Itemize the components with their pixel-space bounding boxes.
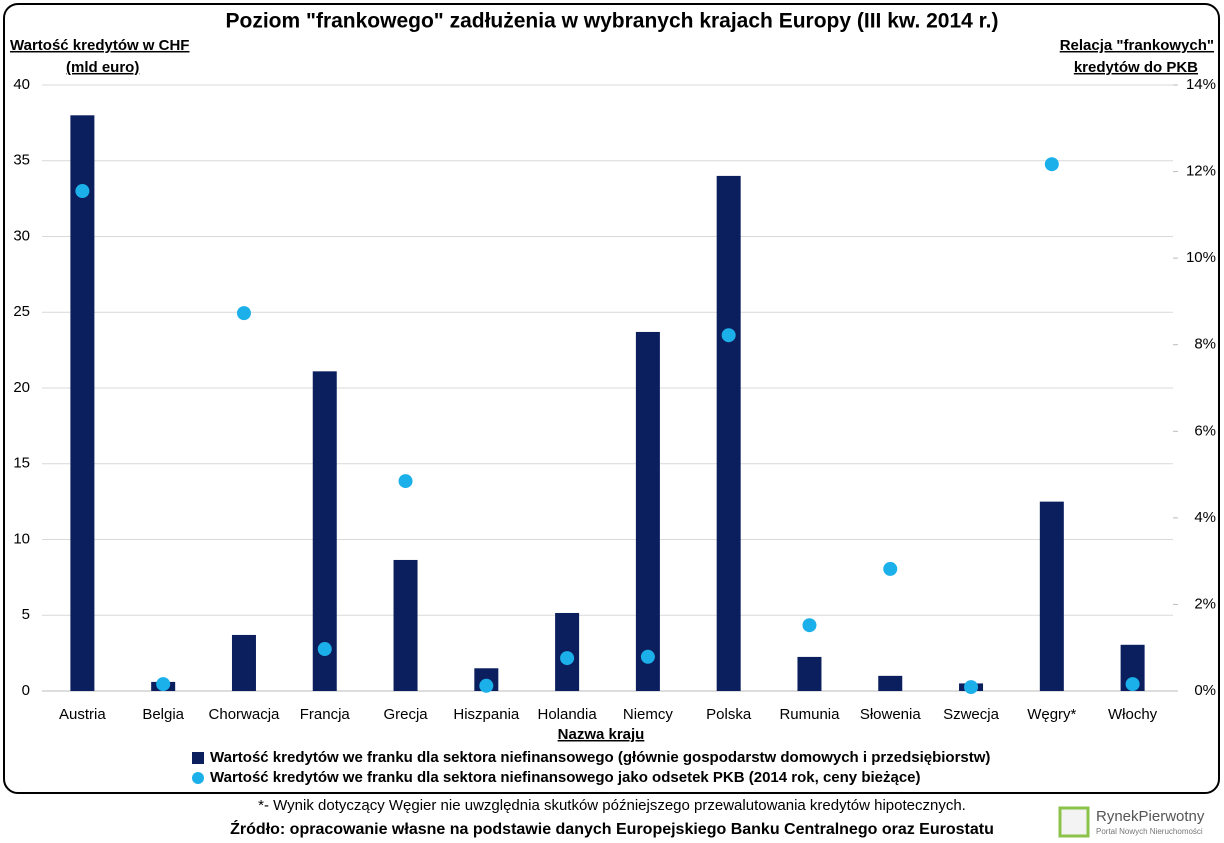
y2-tick-label: 4% — [1194, 509, 1216, 526]
logo-icon — [1058, 806, 1090, 838]
legend-swatch — [192, 752, 204, 764]
bar — [231, 634, 256, 691]
legend-swatch — [192, 772, 204, 784]
x-tick-label: Polska — [706, 706, 752, 723]
point — [317, 642, 332, 657]
y2-tick-label: 8% — [1194, 336, 1216, 353]
x-tick-label: Słowenia — [860, 706, 922, 723]
bar — [635, 331, 660, 691]
y-axis-title: Wartość kredytów w CHF — [10, 37, 189, 54]
point — [883, 561, 898, 576]
footnote: *- Wynik dotyczący Węgier nie uwzględnia… — [258, 797, 966, 814]
point — [640, 649, 655, 664]
x-tick-label: Holandia — [537, 706, 597, 723]
bar — [312, 371, 337, 691]
y2-axis-title: Relacja "frankowych" — [1060, 37, 1214, 54]
y2-axis-title: kredytów do PKB — [1074, 59, 1198, 76]
x-tick-label: Rumunia — [779, 706, 840, 723]
x-tick-label: Chorwacja — [209, 706, 281, 723]
legend-label: Wartość kredytów we franku dla sektora n… — [210, 749, 990, 766]
y-tick-label: 20 — [13, 379, 30, 396]
bar — [393, 559, 418, 691]
bar — [70, 115, 95, 692]
y2-tick-label: 0% — [1194, 682, 1216, 699]
bar — [1039, 501, 1064, 691]
y2-tick-label: 12% — [1186, 163, 1216, 180]
point — [1044, 157, 1059, 172]
source: Źródło: opracowanie własne na podstawie … — [230, 819, 994, 838]
y-tick-label: 0 — [22, 682, 30, 699]
bar — [878, 675, 903, 691]
point — [1125, 677, 1140, 692]
y-tick-label: 10 — [13, 530, 30, 547]
point — [75, 184, 90, 199]
x-tick-label: Francja — [300, 706, 351, 723]
y2-tick-label: 14% — [1186, 76, 1216, 93]
point — [560, 651, 575, 666]
x-tick-label: Austria — [59, 706, 106, 723]
point — [156, 677, 171, 692]
y2-tick-label: 6% — [1194, 422, 1216, 439]
y-tick-label: 35 — [13, 152, 30, 169]
x-axis-title: Nazwa kraju — [558, 726, 645, 743]
logo-name: RynekPierwotny — [1096, 808, 1205, 825]
point — [236, 306, 251, 321]
y-axis-title: (mld euro) — [66, 59, 139, 76]
point — [479, 678, 494, 693]
x-tick-label: Grecja — [383, 706, 428, 723]
bar — [716, 175, 741, 691]
chart-frame — [3, 3, 1220, 794]
y-tick-label: 30 — [13, 227, 30, 244]
y2-tick-label: 10% — [1186, 249, 1216, 266]
y-tick-label: 40 — [13, 76, 30, 93]
x-tick-label: Hiszpania — [453, 706, 520, 723]
point — [398, 474, 413, 489]
point — [721, 328, 736, 343]
x-tick-label: Szwecja — [943, 706, 1000, 723]
x-tick-label: Węgry* — [1027, 706, 1076, 723]
point — [802, 618, 817, 633]
chart-title: Poziom "frankowego" zadłużenia w wybrany… — [225, 10, 998, 33]
y-tick-label: 15 — [13, 455, 30, 472]
point — [964, 680, 979, 695]
bar — [797, 656, 822, 691]
y-tick-label: 5 — [22, 606, 30, 623]
x-tick-label: Belgia — [142, 706, 184, 723]
y-tick-label: 25 — [13, 303, 30, 320]
x-tick-label: Niemcy — [623, 706, 674, 723]
logo-tagline: Portal Nowych Nieruchomości — [1096, 827, 1203, 836]
y2-tick-label: 2% — [1194, 595, 1216, 612]
legend-label: Wartość kredytów we franku dla sektora n… — [210, 769, 921, 786]
x-tick-label: Włochy — [1108, 706, 1158, 723]
